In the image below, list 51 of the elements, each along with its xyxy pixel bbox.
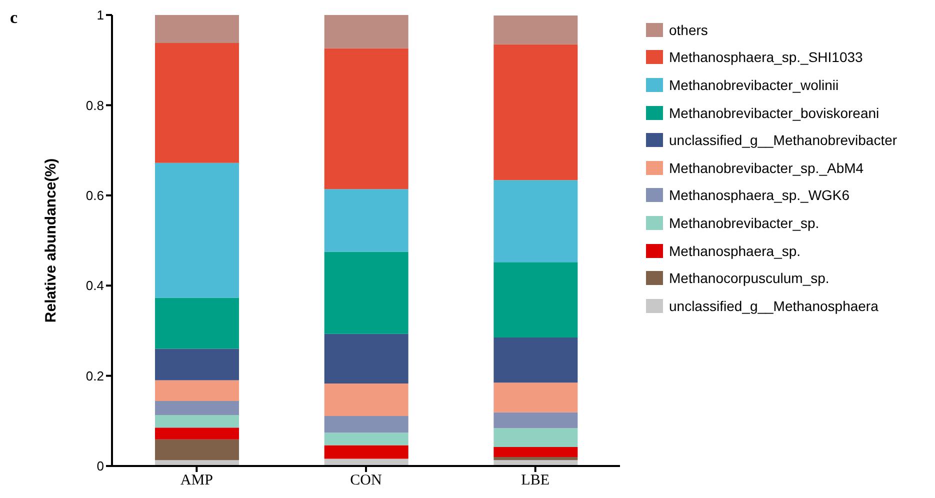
bar bbox=[324, 334, 408, 384]
legend-label: others bbox=[669, 22, 708, 38]
bar bbox=[155, 439, 239, 460]
bar bbox=[155, 348, 239, 380]
bar bbox=[324, 445, 408, 459]
x-tick-label: AMP bbox=[180, 472, 213, 489]
bar bbox=[324, 416, 408, 433]
y-tick-label: 0.6 bbox=[86, 188, 104, 204]
bar bbox=[494, 412, 578, 428]
legend-label: Methanobrevibacter_boviskoreani bbox=[669, 104, 880, 121]
y-axis-title: Relative abundance(%) bbox=[42, 158, 60, 323]
bar bbox=[155, 415, 239, 428]
bar bbox=[494, 456, 578, 460]
bar bbox=[324, 189, 408, 252]
bar bbox=[324, 383, 408, 416]
x-tick-label: LBE bbox=[521, 472, 550, 489]
bar bbox=[155, 298, 239, 349]
y-tick-label: 0.2 bbox=[86, 368, 104, 384]
bar bbox=[494, 428, 578, 448]
chart-title: c bbox=[10, 8, 18, 28]
y-tick-label: 0.4 bbox=[86, 278, 104, 294]
legend-label: Methanobrevibacter_sp._AbM4 bbox=[669, 160, 864, 176]
x-tick-label: CON bbox=[350, 472, 382, 489]
bar bbox=[494, 382, 578, 412]
legend-label: Methanosphaera_sp._WGK6 bbox=[669, 187, 850, 204]
y-tick-label: 0.8 bbox=[86, 98, 104, 113]
bar bbox=[155, 162, 239, 298]
bar bbox=[324, 432, 408, 446]
legend-label: Methanobrevibacter_wolinii bbox=[669, 76, 839, 93]
bar bbox=[155, 15, 239, 43]
bar bbox=[155, 42, 239, 163]
legend-label: Methanosphaera_sp. bbox=[669, 242, 801, 259]
bar bbox=[494, 180, 578, 262]
bar bbox=[494, 15, 578, 44]
legend-label: unclassified_g__Methanosphaera bbox=[669, 298, 878, 314]
y-tick-label: 1 bbox=[96, 8, 104, 23]
legend-label: Methanosphaera_sp._SHI1033 bbox=[669, 49, 863, 66]
legend-label: Methanocorpusculum_sp. bbox=[669, 270, 830, 286]
bar bbox=[324, 48, 408, 190]
bar bbox=[155, 401, 239, 416]
bar bbox=[494, 447, 578, 457]
bar bbox=[324, 252, 408, 334]
bar bbox=[494, 262, 578, 338]
bar bbox=[494, 44, 578, 180]
legend-label: Methanobrevibacter_sp. bbox=[669, 214, 820, 231]
bar bbox=[494, 337, 578, 383]
bar bbox=[155, 428, 239, 440]
y-tick-label: 0 bbox=[96, 458, 104, 474]
bar bbox=[324, 15, 408, 48]
bar bbox=[155, 380, 239, 402]
legend-label: unclassified_g__Methanobrevibacter bbox=[669, 132, 898, 148]
